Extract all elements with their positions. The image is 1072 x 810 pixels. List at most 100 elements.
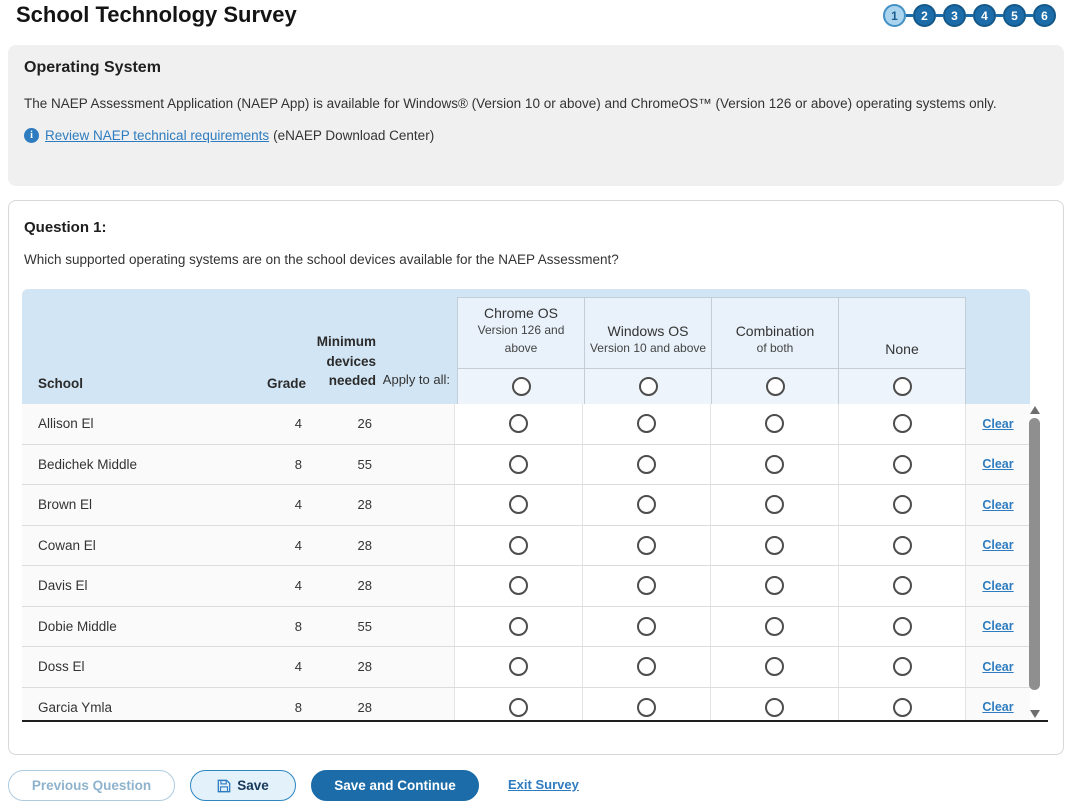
radio-none[interactable] <box>892 697 912 717</box>
table-row: Davis El 4 28 Clear <box>22 566 1030 607</box>
scroll-down-arrow-icon[interactable] <box>1030 710 1040 718</box>
radio-windows-os[interactable] <box>637 657 656 677</box>
radio-chrome-os[interactable] <box>509 414 528 434</box>
radio-none[interactable] <box>892 495 912 515</box>
radio-combination[interactable] <box>765 535 784 555</box>
save-and-continue-button[interactable]: Save and Continue <box>311 770 479 801</box>
apply-all-radio[interactable] <box>511 377 531 396</box>
combination-cell <box>710 444 838 484</box>
radio-windows-os[interactable] <box>637 495 656 515</box>
radio-windows-os[interactable] <box>637 697 656 717</box>
progress-step[interactable]: 2 <box>913 4 936 27</box>
radio-chrome-os[interactable] <box>509 535 528 555</box>
radio-combination[interactable] <box>765 616 784 636</box>
floppy-disk-icon <box>217 779 231 792</box>
radio-none[interactable] <box>892 616 912 636</box>
progress-step[interactable]: 5 <box>1003 4 1026 27</box>
info-icon: i <box>24 128 39 143</box>
apply-spacer-cell <box>376 688 454 721</box>
radio-chrome-os[interactable] <box>509 495 528 515</box>
radio-none[interactable] <box>892 657 912 677</box>
radio-none[interactable] <box>892 576 912 596</box>
option-column-header: Combination of both <box>711 297 839 404</box>
clear-row-link[interactable]: Clear <box>982 659 1014 674</box>
school-name: Davis El <box>38 578 88 594</box>
radio-windows-os[interactable] <box>637 616 656 636</box>
table-bottom-border <box>22 720 1048 722</box>
progress-stepper: 1 2 3 4 5 6 <box>883 4 1056 27</box>
option-subtitle: of both <box>756 341 794 355</box>
none-cell <box>838 566 966 606</box>
table-row: Allison El 4 26 Clear <box>22 404 1030 445</box>
apply-all-cell <box>458 368 584 404</box>
min-devices-value: 26 <box>357 416 372 432</box>
none-cell <box>838 404 966 444</box>
panel-body-text: The NAEP Assessment Application (NAEP Ap… <box>24 96 997 111</box>
school-name: Dobie Middle <box>38 618 117 634</box>
clear-row-link[interactable]: Clear <box>982 457 1014 472</box>
grade-value: 8 <box>294 699 302 715</box>
clear-row-link[interactable]: Clear <box>982 538 1014 553</box>
combination-cell <box>710 525 838 565</box>
previous-question-button[interactable]: Previous Question <box>8 770 175 801</box>
exit-survey-link[interactable]: Exit Survey <box>508 777 579 792</box>
radio-chrome-os[interactable] <box>509 697 528 717</box>
radio-windows-os[interactable] <box>637 454 656 474</box>
none-cell <box>838 606 966 646</box>
progress-step[interactable]: 3 <box>943 4 966 27</box>
chrome-os-cell <box>454 525 582 565</box>
table-row: Cowan El 4 28 Clear <box>22 525 1030 566</box>
radio-windows-os[interactable] <box>637 414 656 434</box>
radio-combination[interactable] <box>765 697 784 717</box>
progress-step[interactable]: 4 <box>973 4 996 27</box>
radio-chrome-os[interactable] <box>509 616 528 636</box>
review-requirements-link[interactable]: Review NAEP technical requirements <box>45 128 270 143</box>
clear-cell: Clear <box>966 485 1030 525</box>
grade-value: 4 <box>294 497 302 513</box>
radio-chrome-os[interactable] <box>509 576 528 596</box>
scroll-up-arrow-icon[interactable] <box>1030 406 1040 414</box>
radio-none[interactable] <box>892 535 912 555</box>
radio-combination[interactable] <box>765 495 784 515</box>
option-title: Windows OS <box>607 323 689 339</box>
combination-cell <box>710 404 838 444</box>
clear-row-link[interactable]: Clear <box>982 578 1014 593</box>
chrome-os-cell <box>454 606 582 646</box>
combination-cell <box>710 687 838 720</box>
clear-cell: Clear <box>966 688 1030 721</box>
save-button[interactable]: Save <box>190 770 296 801</box>
apply-all-radio[interactable] <box>638 377 658 396</box>
clear-row-link[interactable]: Clear <box>982 497 1014 512</box>
option-title: Chrome OS <box>484 305 558 321</box>
clear-row-link[interactable]: Clear <box>982 416 1014 431</box>
radio-combination[interactable] <box>765 454 784 474</box>
radio-none[interactable] <box>892 414 912 434</box>
radio-combination[interactable] <box>765 576 784 596</box>
option-label: None <box>839 298 965 368</box>
windows-os-cell <box>582 485 710 525</box>
progress-step[interactable]: 6 <box>1033 4 1056 27</box>
column-header-min-devices: Minimum devices needed <box>316 334 376 389</box>
radio-combination[interactable] <box>765 657 784 677</box>
question-card: Question 1: Which supported operating sy… <box>8 200 1064 755</box>
apply-all-radio[interactable] <box>765 377 785 396</box>
vertical-scrollbar[interactable] <box>1028 404 1042 720</box>
school-name: Garcia Ymla <box>38 699 113 715</box>
radio-none[interactable] <box>892 454 912 474</box>
table-row: Garcia Ymla 8 28 Clear <box>22 687 1030 721</box>
radio-combination[interactable] <box>765 414 784 434</box>
clear-row-link[interactable]: Clear <box>982 619 1014 634</box>
scrollbar-thumb[interactable] <box>1029 418 1040 690</box>
grade-value: 8 <box>294 456 302 472</box>
radio-windows-os[interactable] <box>637 576 656 596</box>
apply-all-radio[interactable] <box>892 377 912 396</box>
page-title: School Technology Survey <box>16 2 297 27</box>
radio-chrome-os[interactable] <box>509 657 528 677</box>
progress-step[interactable]: 1 <box>883 4 906 27</box>
radio-windows-os[interactable] <box>637 535 656 555</box>
clear-row-link[interactable]: Clear <box>982 700 1014 715</box>
save-button-label: Save <box>237 778 269 793</box>
radio-chrome-os[interactable] <box>509 454 528 474</box>
option-title: None <box>885 341 919 357</box>
step-connector <box>966 14 973 17</box>
